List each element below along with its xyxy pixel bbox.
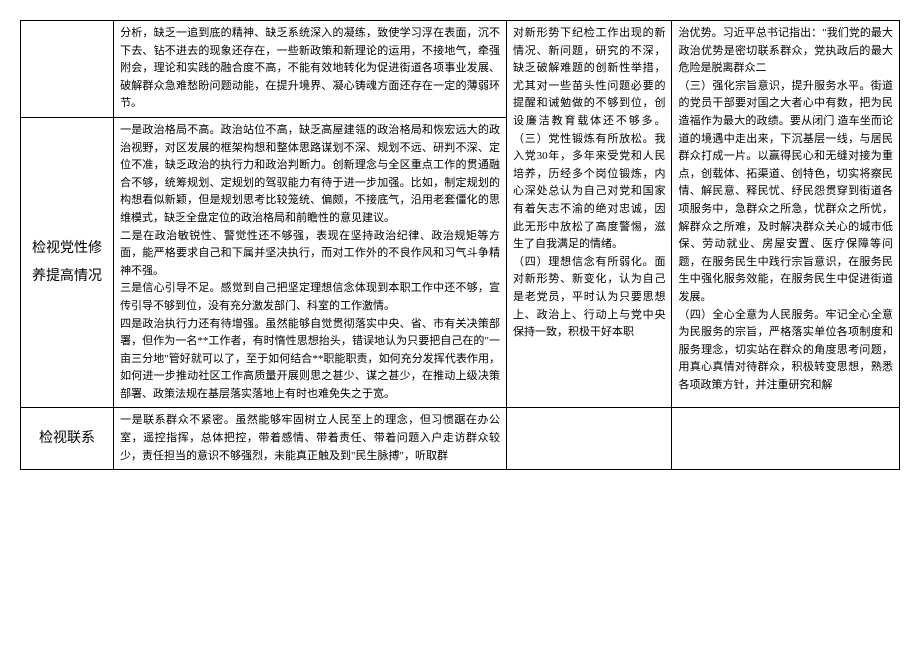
document-table: 分析，缺乏一追到底的精神、缺乏系统深入的凝练，致使学习浮在表面，沉不下去、钻不进…	[20, 20, 900, 470]
content-cell: 一是联系群众不紧密。虽然能够牢固树立人民至上的理念，但习惯踞在办公室，遥控指挥，…	[114, 408, 507, 470]
text-segment: 对新形势下纪检工作出现的新情况、新问题，研究的不深，缺乏破解难题的创新性举措，尤…	[513, 27, 665, 127]
text-segment: 治优势。习近平总书记指出："我们党的最大政治优势是密切联系群众，党执政后的最大危…	[678, 27, 893, 127]
row-label-cell	[21, 21, 114, 118]
content-cell: 对新形势下纪检工作出现的新情况、新问题，研究的不深，缺乏破解难题的创新性举措，尤…	[507, 21, 672, 408]
row-label-cell: 检视党性修养提高情况	[21, 117, 114, 408]
text-segment: （三）党性锻炼有所放松。我入党30年，多年来受党和人民培养，历经多个岗位锻炼，内…	[513, 133, 665, 339]
table-row: 分析，缺乏一追到底的精神、缺乏系统深入的凝练，致使学习浮在表面，沉不下去、钻不进…	[21, 21, 900, 118]
content-cell: 分析，缺乏一追到底的精神、缺乏系统深入的凝练，致使学习浮在表面，沉不下去、钻不进…	[114, 21, 507, 118]
text-segment: 造车坐而论道的境遇中走出来，下沉基层一线，与居民群众打成一片。以赢得民心和无缝对…	[678, 115, 893, 391]
content-cell: 治优势。习近平总书记指出："我们党的最大政治优势是密切联系群众，党执政后的最大危…	[672, 21, 900, 408]
content-cell	[672, 408, 900, 470]
content-cell: 一是政治格局不高。政治站位不高，缺乏高屋建瓴的政治格局和恢宏远大的政治视野，对区…	[114, 117, 507, 408]
row-label-cell: 检视联系	[21, 408, 114, 470]
content-cell	[507, 408, 672, 470]
table-row: 检视联系 一是联系群众不紧密。虽然能够牢固树立人民至上的理念，但习惯踞在办公室，…	[21, 408, 900, 470]
